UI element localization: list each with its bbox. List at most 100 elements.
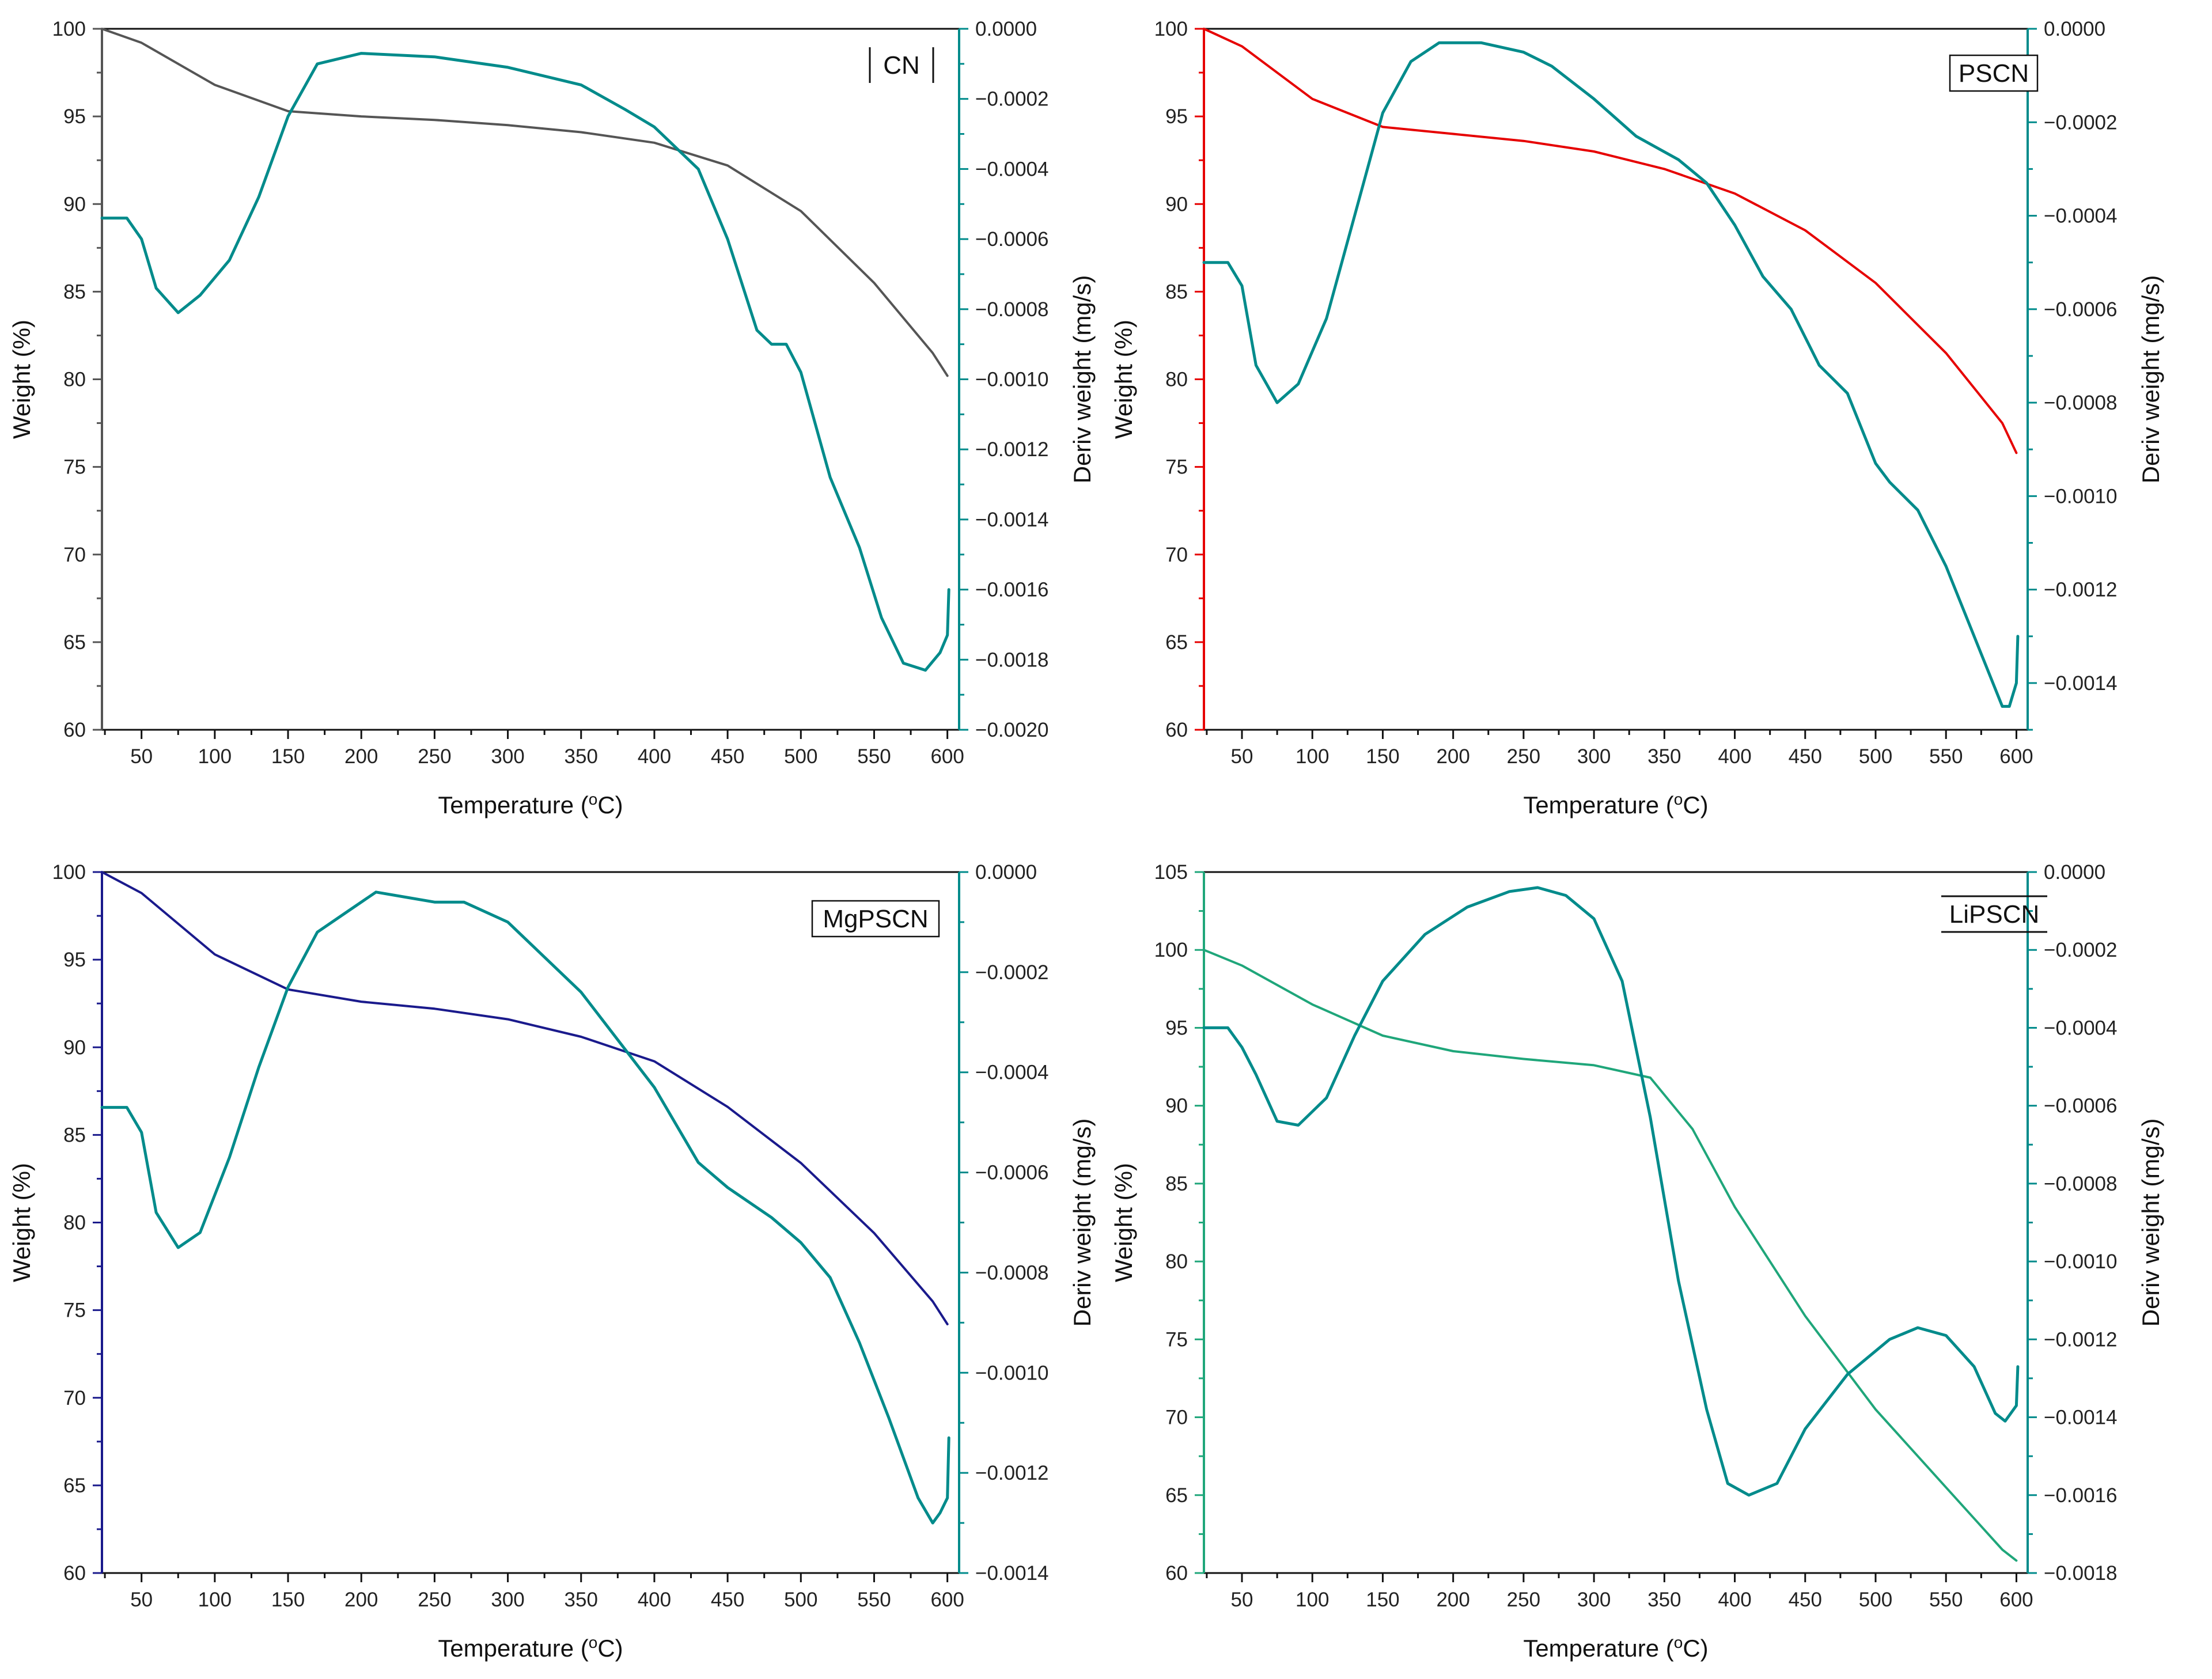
y2-tick-label: −0.0012 bbox=[2044, 579, 2118, 601]
y2-tick-label: −0.0008 bbox=[975, 1261, 1049, 1284]
y-tick-label: 95 bbox=[63, 105, 86, 128]
y2-tick-label: −0.0004 bbox=[975, 1062, 1049, 1084]
deriv-series-line bbox=[100, 890, 950, 1525]
y-axis-title: Weight (%) bbox=[8, 320, 35, 439]
y2-tick-label: −0.0006 bbox=[975, 228, 1049, 251]
x-tick-label: 150 bbox=[271, 745, 305, 768]
y2-axis-title: Deriv weight (mg/s) bbox=[1069, 1119, 1096, 1327]
y2-tick-label: −0.0014 bbox=[975, 509, 1049, 531]
x-axis-title-text: Temperature ( bbox=[1523, 1635, 1673, 1662]
x-tick-label: 300 bbox=[1577, 1589, 1611, 1611]
x-tick-label: 200 bbox=[1436, 1589, 1469, 1611]
y-tick-label: 90 bbox=[1165, 1095, 1188, 1117]
chart-panel-top-left: 50 100 150 200 250 300 350 400 450 500 550 600 60 65 7… bbox=[8, 18, 1096, 818]
y-tick-label: 80 bbox=[1165, 369, 1188, 391]
y2-axis-title: Deriv weight (mg/s) bbox=[2137, 1119, 2164, 1327]
y2-tick-label: −0.0002 bbox=[2044, 111, 2118, 134]
y2-tick-label: −0.0002 bbox=[2044, 939, 2118, 961]
legend-label: PSCN bbox=[1959, 59, 2029, 88]
y2-tick-label: −0.0012 bbox=[975, 438, 1049, 461]
y2-tick-label: −0.0014 bbox=[2044, 672, 2118, 695]
x-tick-label: 350 bbox=[565, 1589, 598, 1611]
y-tick-label: 60 bbox=[63, 1562, 86, 1585]
y2-tick-label: −0.0008 bbox=[2044, 392, 2118, 414]
x-tick-label: 400 bbox=[638, 745, 671, 768]
x-axis-title-superscript: o bbox=[1674, 790, 1683, 808]
y-tick-label: 100 bbox=[1154, 939, 1188, 961]
x-tick-label: 350 bbox=[1647, 745, 1681, 768]
y2-tick-label: −0.0012 bbox=[975, 1462, 1049, 1484]
y-tick-label: 90 bbox=[1165, 193, 1188, 215]
y-tick-label: 75 bbox=[63, 1299, 86, 1322]
x-tick-label: 550 bbox=[1929, 1589, 1963, 1611]
y2-tick-label: −0.0018 bbox=[975, 649, 1049, 671]
y-tick-label: 100 bbox=[1154, 18, 1188, 40]
x-tick-label: 250 bbox=[418, 1589, 451, 1611]
y2-tick-label: −0.0010 bbox=[975, 369, 1049, 391]
x-axis-title-text: Temperature ( bbox=[1523, 791, 1673, 818]
y2-tick-label: 0.0000 bbox=[2044, 18, 2105, 40]
x-tick-label: 150 bbox=[271, 1589, 305, 1611]
y-tick-label: 60 bbox=[1165, 1562, 1188, 1585]
x-tick-label: 250 bbox=[418, 745, 451, 768]
x-tick-label: 600 bbox=[930, 745, 964, 768]
x-tick-label: 500 bbox=[784, 745, 817, 768]
x-tick-label: 200 bbox=[344, 745, 378, 768]
y2-tick-label: 0.0000 bbox=[975, 18, 1037, 40]
y2-tick-label: −0.0012 bbox=[2044, 1328, 2118, 1351]
x-tick-label: 550 bbox=[857, 1589, 891, 1611]
y-tick-label: 95 bbox=[1165, 1017, 1188, 1039]
legend-box bbox=[811, 900, 940, 938]
x-tick-label: 450 bbox=[1789, 1589, 1822, 1611]
y-tick-label: 105 bbox=[1154, 861, 1188, 884]
y2-tick-label: −0.0020 bbox=[975, 719, 1049, 741]
x-tick-label: 400 bbox=[638, 1589, 671, 1611]
x-tick-label: 150 bbox=[1366, 745, 1399, 768]
x-tick-label: 550 bbox=[857, 745, 891, 768]
y2-tick-label: −0.0006 bbox=[2044, 1095, 2118, 1117]
y-tick-label: 70 bbox=[63, 1387, 86, 1409]
chart-panel-bottom-left: 50 100 150 200 250 300 350 400 450 500 550 600 60 65 7… bbox=[8, 861, 1096, 1662]
legend: LiPSCN bbox=[1941, 895, 2047, 933]
x-tick-label: 400 bbox=[1718, 745, 1751, 768]
y-tick-label: 90 bbox=[63, 193, 86, 215]
deriv-series-line bbox=[1202, 886, 2020, 1497]
y-tick-label: 85 bbox=[63, 281, 86, 303]
x-tick-label: 300 bbox=[491, 745, 524, 768]
x-axis-title-unit: C) bbox=[597, 791, 623, 818]
x-tick-label: 200 bbox=[344, 1589, 378, 1611]
x-tick-label: 450 bbox=[1789, 745, 1822, 768]
x-axis-title-superscript: o bbox=[589, 790, 598, 808]
x-tick-label: 600 bbox=[1999, 1589, 2033, 1611]
x-axis-title-unit: C) bbox=[1683, 1635, 1708, 1662]
x-tick-label: 600 bbox=[1999, 745, 2033, 768]
x-tick-label: 500 bbox=[1859, 1589, 1892, 1611]
x-tick-label: 100 bbox=[1296, 745, 1329, 768]
y-tick-label: 65 bbox=[1165, 1484, 1188, 1507]
y-tick-label: 65 bbox=[63, 631, 86, 654]
deriv-series-line bbox=[1202, 41, 2020, 708]
x-axis-title-superscript: o bbox=[589, 1633, 598, 1651]
legend-label: MgPSCN bbox=[823, 905, 928, 933]
x-tick-label: 500 bbox=[784, 1589, 817, 1611]
y-tick-label: 65 bbox=[1165, 631, 1188, 654]
x-axis-title-unit: C) bbox=[597, 1635, 623, 1662]
y2-tick-label: −0.0006 bbox=[975, 1162, 1049, 1184]
weight-series-line bbox=[101, 871, 949, 1325]
chart-panel-top-right: 50 100 150 200 250 300 350 400 450 500 550 600 60 65 7… bbox=[1110, 18, 2164, 818]
y-tick-label: 100 bbox=[52, 18, 86, 40]
x-tick-label: 350 bbox=[565, 745, 598, 768]
legend: MgPSCN bbox=[811, 900, 940, 938]
x-tick-label: 100 bbox=[198, 1589, 232, 1611]
y2-tick-label: −0.0010 bbox=[2044, 485, 2118, 507]
y2-tick-label: −0.0018 bbox=[2044, 1562, 2118, 1585]
y-tick-label: 80 bbox=[63, 1212, 86, 1234]
y2-tick-label: 0.0000 bbox=[2044, 861, 2105, 884]
y-tick-label: 80 bbox=[63, 369, 86, 391]
x-axis-title-text: Temperature ( bbox=[438, 1635, 588, 1662]
x-axis-title: Temperature (oC) bbox=[438, 1633, 623, 1662]
y2-axis-title: Deriv weight (mg/s) bbox=[1069, 275, 1096, 484]
y-tick-label: 60 bbox=[1165, 719, 1188, 741]
y-tick-label: 75 bbox=[1165, 1328, 1188, 1351]
